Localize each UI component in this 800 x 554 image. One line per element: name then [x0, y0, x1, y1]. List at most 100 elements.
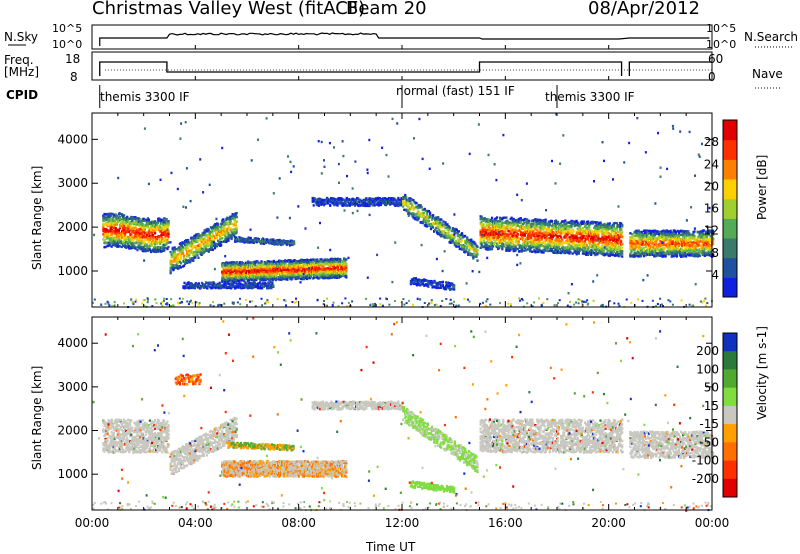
power-cell: [502, 242, 505, 246]
power-cell: [272, 238, 275, 241]
power-cell: [128, 230, 131, 234]
power-cell: [217, 227, 220, 230]
power-cell: [438, 282, 441, 285]
power-cell: [219, 238, 222, 241]
power-cell: [457, 239, 460, 243]
power-cell: [230, 237, 233, 241]
power-cell: [318, 265, 321, 268]
power-cell: [192, 257, 195, 260]
power-cell: [198, 250, 201, 254]
power-cell: [239, 236, 242, 239]
power-cell: [133, 221, 136, 224]
power-cell: [154, 243, 157, 246]
power-cell: [266, 238, 269, 241]
power-cell: [114, 229, 117, 232]
power-cell: [268, 277, 271, 280]
power-cell: [208, 233, 211, 236]
power-cell: [286, 277, 289, 281]
power-cell: [147, 236, 150, 240]
power-cell: [200, 235, 203, 238]
power-cell: [255, 285, 258, 288]
power-cell: [211, 233, 215, 236]
power-cell: [235, 216, 238, 219]
power-cell: [159, 224, 162, 227]
power-cell: [333, 203, 336, 207]
power-cell: [345, 271, 348, 274]
power-cell: [298, 260, 301, 263]
power-cell: [229, 227, 232, 230]
power-cell: [305, 266, 309, 269]
power-cell: [499, 228, 502, 231]
power-cell: [247, 266, 250, 269]
power-cell: [504, 243, 507, 247]
power-cell: [459, 236, 463, 239]
power-cell: [170, 251, 173, 255]
power-cell: [267, 281, 270, 284]
power-cell: [348, 203, 351, 206]
power-cell: [253, 282, 256, 286]
power-cell: [490, 233, 494, 237]
power-cell: [453, 284, 456, 287]
power-cell: [234, 222, 237, 226]
power-cell: [206, 248, 209, 251]
power-cell: [167, 221, 170, 225]
power-cell: [134, 228, 137, 231]
power-cell: [408, 213, 411, 216]
power-cell: [254, 269, 257, 273]
power-cell: [131, 242, 134, 245]
power-cell: [162, 239, 165, 243]
power-cell: [312, 260, 315, 264]
power-cell: [368, 197, 371, 200]
power-cell: [196, 239, 199, 243]
power-cell: [504, 240, 507, 243]
power-cell: [440, 233, 443, 236]
power-cell: [308, 271, 311, 275]
power-cell: [403, 200, 406, 204]
power-cell: [184, 262, 187, 266]
power-cell: [423, 220, 426, 223]
power-cell: [142, 246, 145, 249]
power-cell: [272, 284, 275, 287]
power-cell: [501, 248, 504, 251]
power-cell: [332, 261, 335, 264]
power-cell: [412, 199, 415, 202]
power-cell: [484, 230, 487, 234]
power-cell: [157, 225, 160, 228]
power-cell: [104, 245, 107, 249]
power-cell: [187, 239, 190, 242]
power-cell: [178, 246, 181, 249]
power-cell: [238, 261, 241, 265]
power-cell: [151, 248, 155, 251]
power-cell: [171, 246, 174, 250]
power-cell: [117, 235, 120, 238]
power-cell: [394, 198, 397, 201]
power-cell: [335, 269, 339, 273]
power-cell: [417, 210, 420, 213]
power-cell: [218, 240, 221, 244]
power-cell: [161, 232, 164, 235]
power-cell: [234, 272, 237, 275]
power-cell: [188, 252, 191, 255]
power-cell: [222, 262, 225, 265]
power-cell: [222, 266, 225, 269]
power-cell: [124, 243, 127, 247]
power-cell: [306, 261, 310, 264]
power-cell: [345, 267, 348, 270]
power-cell: [127, 219, 130, 222]
power-cell: [145, 243, 148, 246]
power-cell: [174, 257, 177, 260]
power-cell: [490, 231, 494, 235]
power-cell: [201, 281, 204, 285]
power-cell: [480, 243, 483, 246]
power-cell: [501, 234, 504, 237]
power-cell: [223, 269, 226, 272]
power-cell: [110, 221, 113, 224]
power-cell: [106, 235, 109, 238]
power-cell: [133, 245, 136, 248]
power-cell: [169, 271, 172, 275]
power-cell: [262, 237, 265, 240]
power-cell: [182, 256, 186, 260]
power-cell: [309, 274, 312, 277]
power-cell: [204, 245, 207, 249]
power-cell: [498, 246, 501, 250]
